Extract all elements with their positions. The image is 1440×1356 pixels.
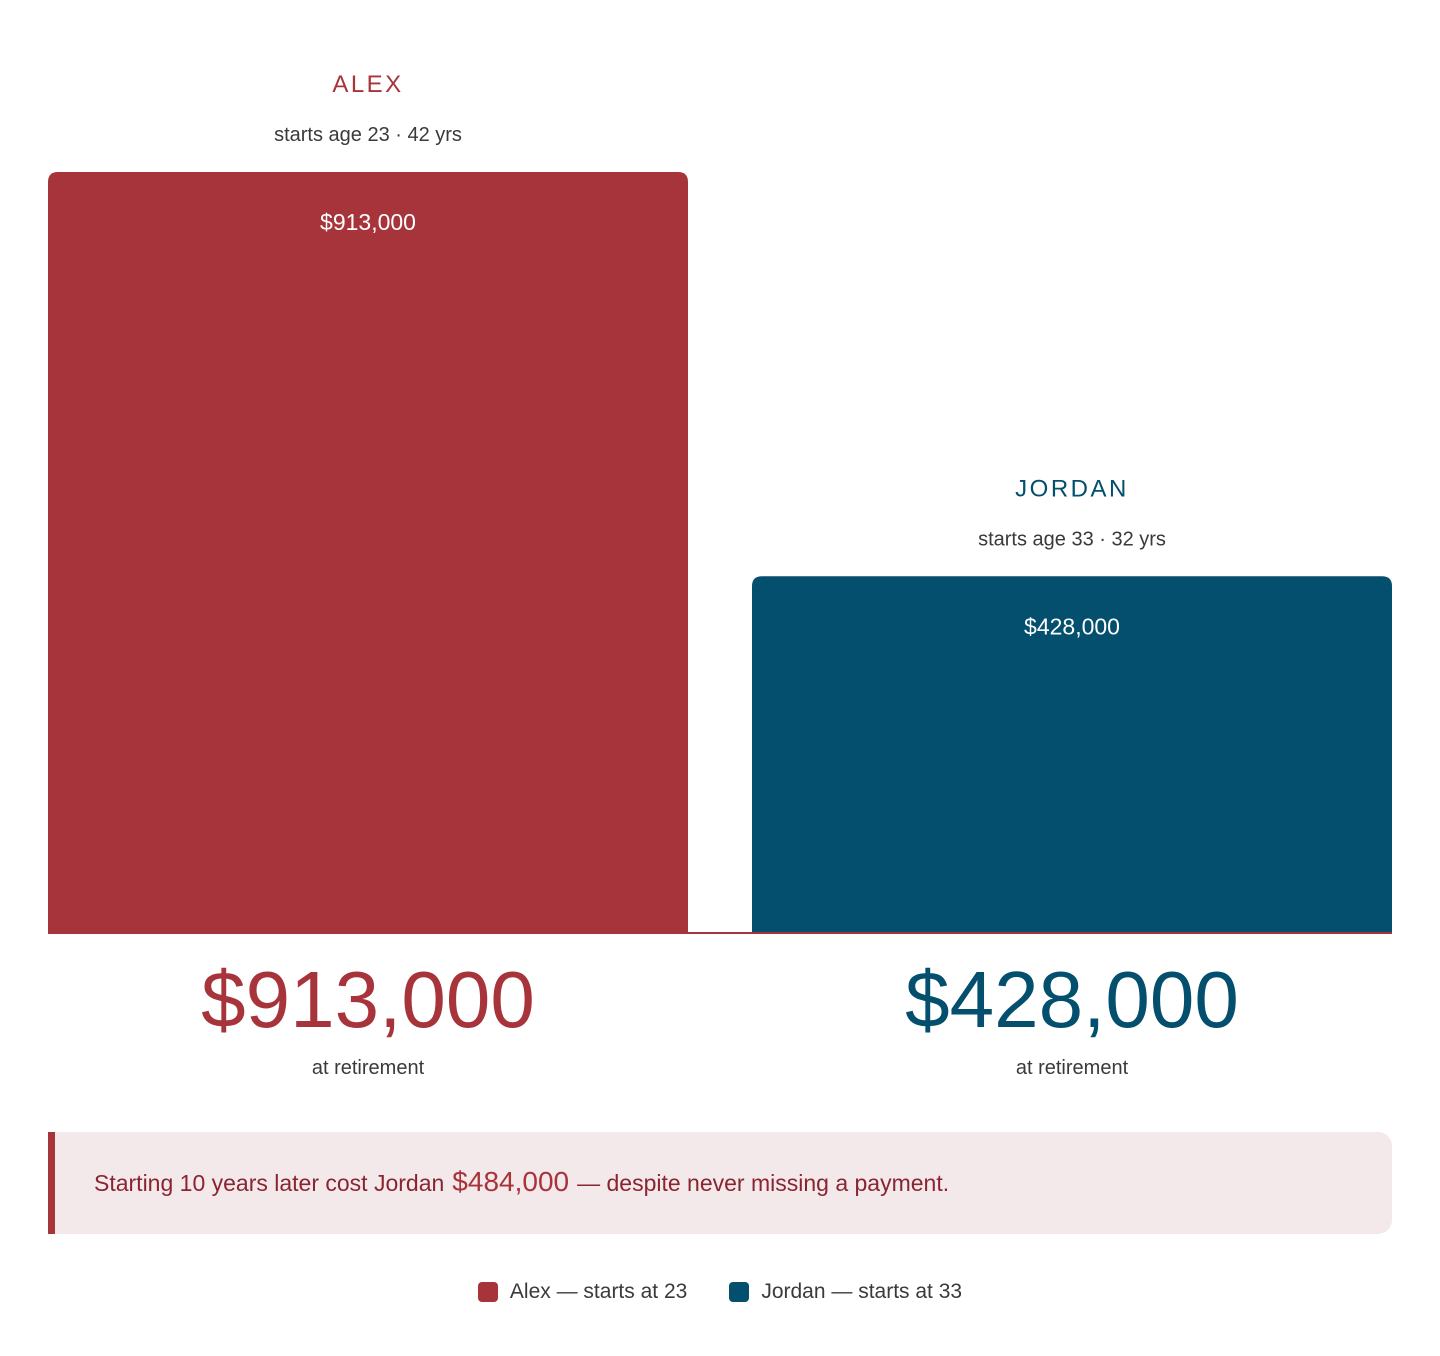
- bar-value-label-jordan: $428,000: [1024, 613, 1120, 639]
- legend-swatch-alex: [477, 1282, 498, 1302]
- bar-jordan: [752, 576, 1392, 933]
- bar-chart: ALEX starts age 23 · 42 yrs $913,000 $913,0…: [48, 71, 1392, 1079]
- bar-alex: [48, 172, 688, 933]
- callout-text-post: — despite never missing a payment.: [577, 1169, 950, 1196]
- total-value-alex: $913,000: [201, 955, 535, 1044]
- bar-category-label-alex: ALEX: [332, 71, 403, 98]
- legend-label-alex: Alex — starts at 23: [509, 1280, 688, 1303]
- bar-value-label-alex: $913,000: [320, 209, 416, 235]
- bar-subtitle-jordan: starts age 33 · 32 yrs: [978, 528, 1166, 550]
- total-value-jordan: $428,000: [905, 955, 1239, 1044]
- legend-swatch-jordan: [729, 1282, 750, 1302]
- callout-text-pre: Starting 10 years later cost Jordan: [94, 1169, 445, 1196]
- callout-amount: $484,000: [452, 1166, 570, 1197]
- bar-subtitle-alex: starts age 23 · 42 yrs: [274, 124, 462, 146]
- legend-label-jordan: Jordan — starts at 33: [761, 1280, 963, 1303]
- legend-item-alex: Alex — starts at 23: [477, 1280, 688, 1304]
- legend-item-jordan: Jordan — starts at 33: [729, 1280, 962, 1304]
- bar-category-label-jordan: JORDAN: [1015, 475, 1129, 502]
- total-caption-alex: at retirement: [312, 1057, 425, 1079]
- total-caption-jordan: at retirement: [1016, 1057, 1129, 1079]
- insight-callout: Starting 10 years later cost Jordan $484…: [48, 1132, 1392, 1234]
- chart-legend: Alex — starts at 23 Jordan — starts at 3…: [0, 1272, 1440, 1312]
